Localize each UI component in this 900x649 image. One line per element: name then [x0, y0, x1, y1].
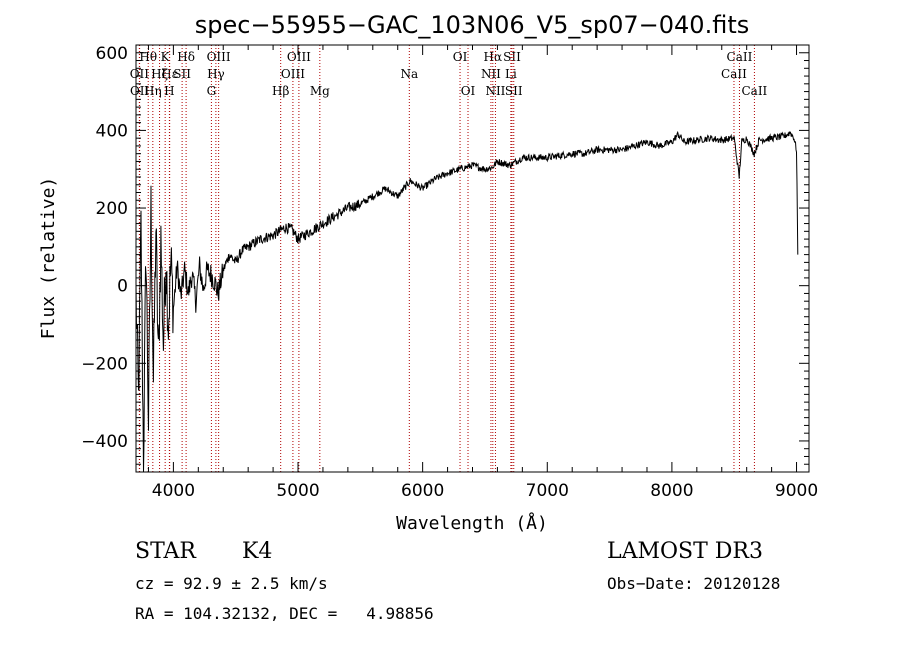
survey-name: LAMOST DR3	[607, 539, 763, 564]
line-marker-label: Hη	[144, 84, 162, 98]
line-marker-label: OIII	[281, 67, 305, 81]
x-tick-label: 5000	[276, 481, 319, 501]
line-marker-label: Mg	[310, 84, 330, 98]
x-tick-label: 4000	[152, 481, 195, 501]
y-tick-label: 400	[96, 121, 128, 141]
line-marker-label: CaII	[727, 50, 753, 64]
line-marker-layer: OII OII Hθ Hη Hζ K Hε H SII Hδ OIII Hγ G Hβ OIII OIII Mg…	[130, 45, 768, 472]
line-marker-label: SII	[503, 50, 521, 64]
line-marker-label: Hθ	[139, 50, 157, 64]
line-marker-label: Hε	[161, 67, 178, 81]
y-axis-label: Flux (relative)	[38, 177, 59, 340]
x-axis-label: Wavelength (Å)	[396, 512, 548, 534]
obs-date: Obs−Date: 20120128	[607, 574, 781, 593]
line-marker-label: Li	[505, 67, 517, 81]
line-marker-label: SII	[505, 84, 523, 98]
line-marker-label: K	[161, 50, 171, 64]
line-marker-label: Hγ	[207, 67, 225, 81]
line-marker-label: CaII	[721, 67, 747, 81]
line-marker-label: Hα	[484, 50, 503, 64]
line-marker-label: OII	[130, 67, 150, 81]
line-marker-label: OI	[461, 84, 476, 98]
line-marker-label: OI	[453, 50, 468, 64]
y-tick-label: 0	[117, 277, 128, 297]
line-marker-label: OII	[130, 84, 150, 98]
spectrum-line	[135, 130, 799, 473]
object-class: STAR	[135, 539, 196, 564]
tick-layer: 4000 5000 6000 7000 8000 9000 −400 −200 0 200 400 6…	[81, 44, 818, 501]
redshift-cz: cz = 92.9 ± 2.5 km/s	[135, 574, 328, 593]
line-marker-label: SII	[173, 67, 191, 81]
line-marker-label: OIII	[207, 50, 231, 64]
y-tick-label: −200	[81, 354, 128, 374]
y-tick-label: −400	[81, 432, 128, 452]
series-layer	[135, 130, 799, 473]
line-marker-label: H	[164, 84, 174, 98]
line-marker-label: Hδ	[177, 50, 195, 64]
coordinates: RA = 104.32132, DEC = 4.98856	[135, 604, 434, 623]
y-tick-label: 200	[96, 199, 128, 219]
x-tick-label: 7000	[526, 481, 569, 501]
line-marker-label: OIII	[287, 50, 311, 64]
subclass: K4	[242, 539, 273, 564]
x-tick-label: 9000	[775, 481, 818, 501]
line-marker-label: Hζ	[151, 67, 168, 81]
line-marker-label: G	[207, 84, 217, 98]
x-tick-label: 8000	[650, 481, 693, 501]
line-marker-label: CaII	[741, 84, 767, 98]
line-marker-label: Hβ	[272, 84, 289, 98]
x-tick-label: 6000	[401, 481, 444, 501]
chart-title: spec−55955−GAC_103N06_V5_sp07−040.fits	[195, 11, 749, 39]
line-marker-label: Na	[400, 67, 418, 81]
line-marker-label: NII	[485, 84, 505, 98]
line-marker-label: NII	[481, 67, 501, 81]
y-tick-label: 600	[96, 44, 128, 64]
